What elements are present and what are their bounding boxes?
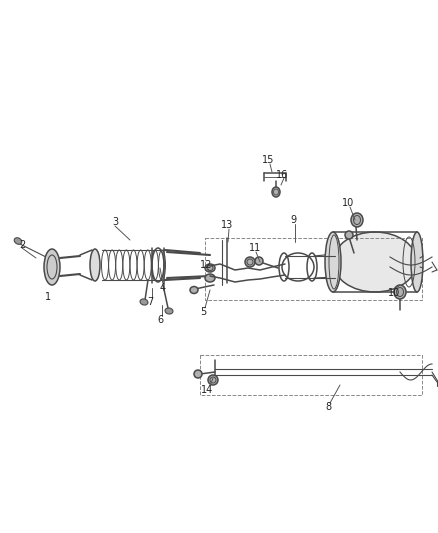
- Ellipse shape: [411, 232, 423, 292]
- Ellipse shape: [333, 232, 417, 292]
- Ellipse shape: [245, 257, 255, 267]
- Ellipse shape: [190, 287, 198, 294]
- Text: 12: 12: [200, 260, 212, 270]
- Ellipse shape: [208, 375, 218, 385]
- Text: 14: 14: [201, 385, 213, 395]
- Text: 6: 6: [157, 315, 163, 325]
- Text: 10: 10: [342, 198, 354, 208]
- Ellipse shape: [165, 308, 173, 314]
- Ellipse shape: [394, 285, 406, 299]
- Text: 13: 13: [221, 220, 233, 230]
- Text: 3: 3: [112, 217, 118, 227]
- Ellipse shape: [255, 257, 263, 265]
- Ellipse shape: [14, 238, 22, 244]
- Ellipse shape: [90, 249, 100, 281]
- Text: 4: 4: [160, 283, 166, 293]
- Ellipse shape: [205, 264, 215, 272]
- Text: 9: 9: [290, 215, 296, 225]
- Text: 10: 10: [388, 288, 400, 298]
- Text: 7: 7: [147, 297, 153, 307]
- Text: 8: 8: [325, 402, 331, 412]
- Ellipse shape: [44, 249, 60, 285]
- Text: 1: 1: [45, 292, 51, 302]
- Text: 16: 16: [276, 170, 288, 180]
- Text: 15: 15: [262, 155, 274, 165]
- Text: 11: 11: [249, 243, 261, 253]
- Ellipse shape: [345, 231, 353, 239]
- Ellipse shape: [325, 232, 341, 292]
- Ellipse shape: [272, 187, 280, 197]
- Text: 5: 5: [200, 307, 206, 317]
- Text: 2: 2: [19, 240, 25, 250]
- Ellipse shape: [140, 299, 148, 305]
- Ellipse shape: [194, 370, 202, 378]
- Ellipse shape: [351, 213, 363, 227]
- Ellipse shape: [205, 274, 215, 282]
